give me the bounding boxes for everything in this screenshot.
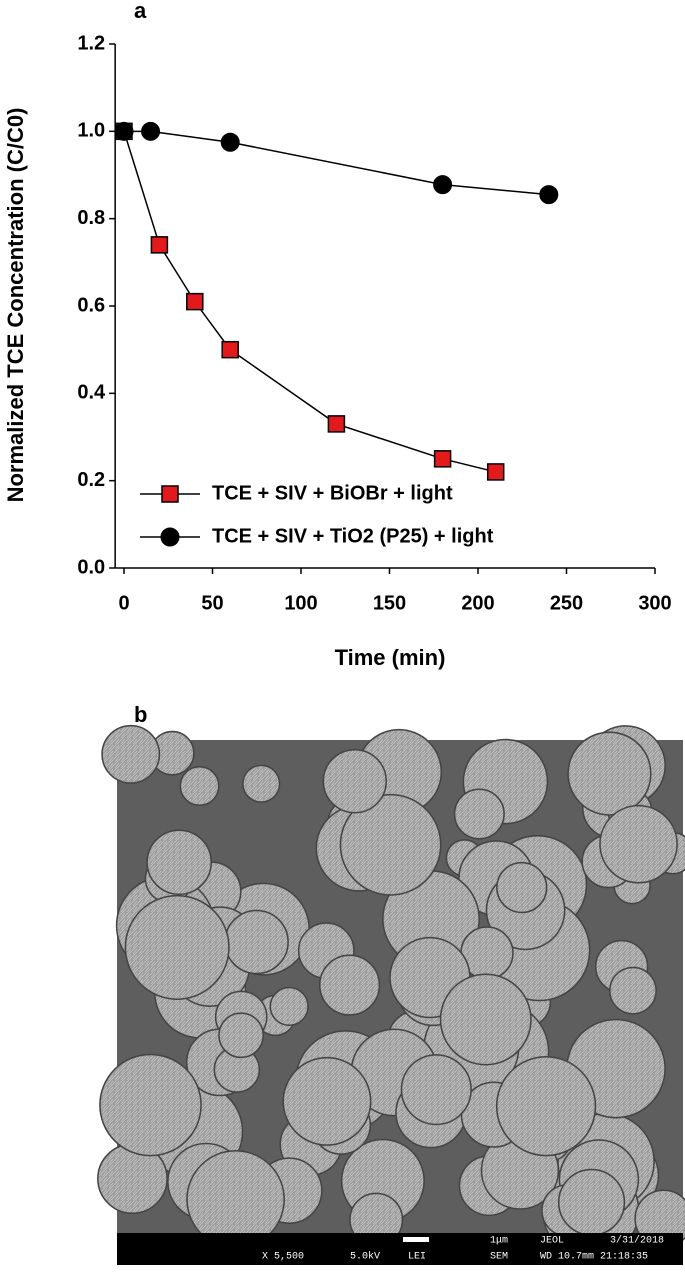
data-point	[486, 463, 505, 481]
y-axis-label: Normalized TCE Concentration (C/C0)	[3, 108, 28, 503]
sem-texture	[461, 928, 513, 979]
sem-texture	[243, 766, 279, 802]
data-point	[327, 415, 346, 433]
data-point	[221, 340, 239, 359]
sem-texture	[151, 732, 193, 774]
sem-texture	[284, 1058, 370, 1145]
legend-label: TCE + SIV + TiO2 (P25) + light	[212, 525, 494, 547]
y-tick-label: 0.0	[77, 556, 105, 578]
y-tick-label: 0.4	[77, 382, 106, 404]
sem-image	[97, 724, 685, 1260]
data-point	[433, 175, 453, 195]
x-axis-label: Time (min)	[335, 645, 446, 670]
panel-label: a	[134, 0, 147, 23]
sem-texture	[126, 896, 228, 999]
legend-marker	[161, 485, 179, 503]
sem-info: SEM	[490, 1252, 508, 1263]
y-tick-label: 1.0	[77, 120, 105, 142]
data-point	[433, 450, 452, 468]
legend-marker	[160, 527, 180, 547]
data-point	[150, 236, 169, 254]
panel-label: b	[134, 702, 147, 727]
sem-texture	[320, 956, 379, 1014]
y-tick-label: 0.6	[77, 294, 105, 316]
y-tick-label: 0.2	[77, 469, 105, 491]
sem-texture	[188, 1151, 284, 1247]
x-tick-label: 150	[373, 592, 406, 614]
sem-info: X 5,500	[262, 1252, 304, 1263]
sem-texture	[271, 988, 308, 1025]
sem-texture	[148, 831, 211, 894]
x-tick-label: 250	[550, 592, 583, 614]
data-point	[186, 292, 204, 311]
sem-texture	[219, 1014, 263, 1057]
sem-info: 5.0kV	[350, 1251, 380, 1263]
sem-texture	[569, 733, 650, 814]
data-point	[220, 132, 240, 152]
sem-info: 1μm	[490, 1236, 508, 1247]
x-tick-label: 0	[118, 592, 129, 614]
sem-texture	[559, 1170, 624, 1235]
scale-bar	[403, 1237, 429, 1242]
sem-texture	[226, 911, 288, 973]
sem-texture	[600, 806, 677, 882]
y-tick-label: 0.8	[77, 207, 105, 229]
sem-info: 3/31/2018	[610, 1235, 664, 1247]
data-point	[141, 121, 161, 141]
data-point	[114, 121, 134, 141]
x-tick-label: 100	[284, 592, 317, 614]
sem-texture	[610, 968, 656, 1013]
sem-texture	[181, 767, 218, 805]
sem-texture	[341, 795, 440, 894]
y-tick-label: 1.2	[77, 32, 105, 54]
data-point	[539, 185, 559, 205]
sem-texture	[497, 863, 546, 912]
sem-texture	[215, 1048, 259, 1092]
legend-label: TCE + SIV + BiOBr + light	[212, 482, 453, 504]
sem-info-bar	[117, 1233, 683, 1265]
x-tick-label: 300	[638, 592, 671, 614]
series-line	[124, 130, 549, 196]
sem-texture	[324, 750, 386, 812]
sem-texture	[100, 1055, 201, 1155]
sem-texture	[497, 1057, 595, 1155]
sem-texture	[98, 1145, 167, 1213]
sem-texture	[383, 871, 479, 967]
sem-info: JEOL	[540, 1236, 564, 1247]
sem-texture	[350, 1194, 402, 1245]
sem-info: LEI	[408, 1252, 426, 1263]
x-tick-label: 50	[201, 592, 223, 614]
sem-texture	[636, 1191, 685, 1247]
sem-texture	[103, 726, 159, 783]
sem-texture	[455, 790, 504, 838]
sem-texture	[402, 1055, 471, 1124]
sem-info: WD 10.7mm 21:18:35	[540, 1252, 648, 1263]
sem-texture	[441, 975, 530, 1064]
x-tick-label: 200	[461, 592, 494, 614]
